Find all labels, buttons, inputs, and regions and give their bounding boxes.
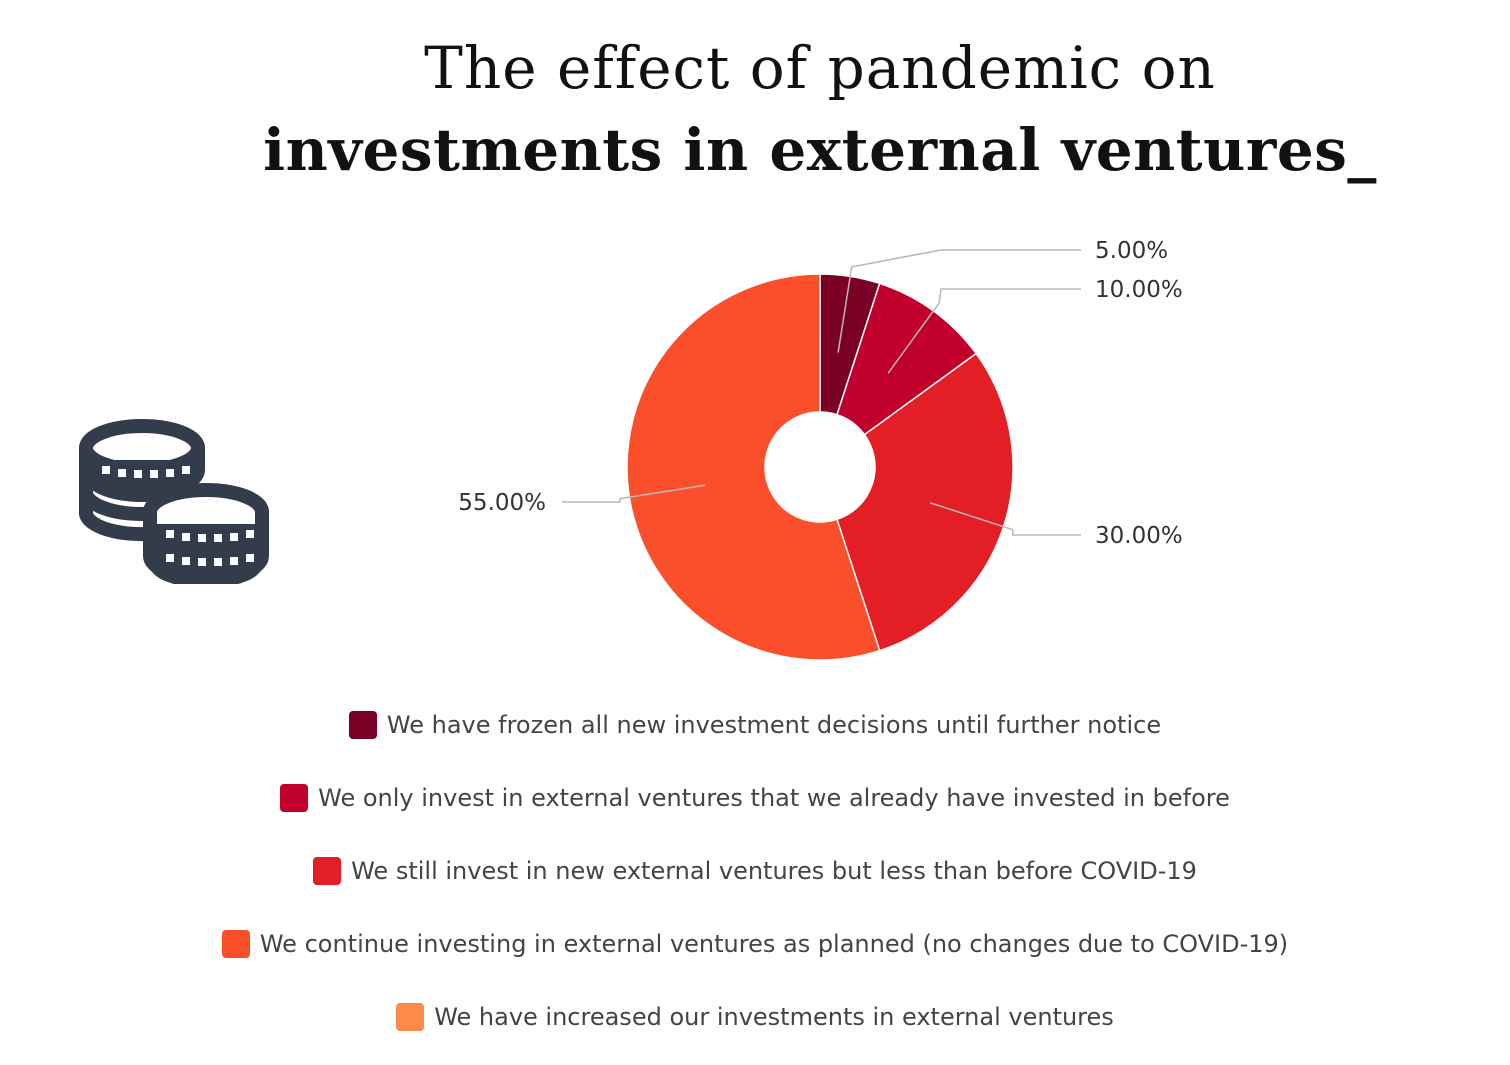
pie-slice <box>836 352 1014 652</box>
legend-item: We continue investing in external ventur… <box>0 919 1510 969</box>
data-label: 5.00% <box>1095 238 1168 264</box>
legend-label: We still invest in new external ventures… <box>351 857 1197 885</box>
chart-title-line-2: investments in external ventures_ <box>263 116 1377 184</box>
chart-legend: We have frozen all new investment decisi… <box>0 700 1510 1065</box>
leader-line <box>562 484 706 503</box>
leader-line <box>929 502 1081 536</box>
legend-swatch <box>348 711 377 739</box>
legend-label: We continue investing in external ventur… <box>259 930 1289 958</box>
donut-chart: 5.00% 10.00% 30.00% 55.00% <box>458 238 1183 661</box>
chart-title-line-1: The effect of pandemic on <box>424 34 1216 102</box>
data-label: 30.00% <box>1095 523 1183 549</box>
legend-label: We only invest in external ventures that… <box>318 784 1230 812</box>
legend-label: We have increased our investments in ext… <box>434 1003 1114 1031</box>
data-label: 55.00% <box>458 490 546 516</box>
legend-swatch <box>313 857 342 885</box>
leader-line <box>837 249 1081 353</box>
leader-line <box>887 288 1081 374</box>
legend-swatch <box>396 1003 425 1031</box>
pie-slice <box>836 282 978 436</box>
legend-item: We still invest in new external ventures… <box>0 846 1510 896</box>
legend-item: We have frozen all new investment decisi… <box>0 700 1510 750</box>
legend-swatch <box>221 930 250 958</box>
legend-item: We have increased our investments in ext… <box>0 992 1510 1042</box>
legend-label: We have frozen all new investment decisi… <box>386 711 1162 739</box>
legend-item: We only invest in external ventures that… <box>0 773 1510 823</box>
data-label: 10.00% <box>1095 277 1183 303</box>
pie-slice <box>626 273 881 661</box>
legend-swatch <box>280 784 309 812</box>
coins-stack-icon <box>79 419 269 584</box>
